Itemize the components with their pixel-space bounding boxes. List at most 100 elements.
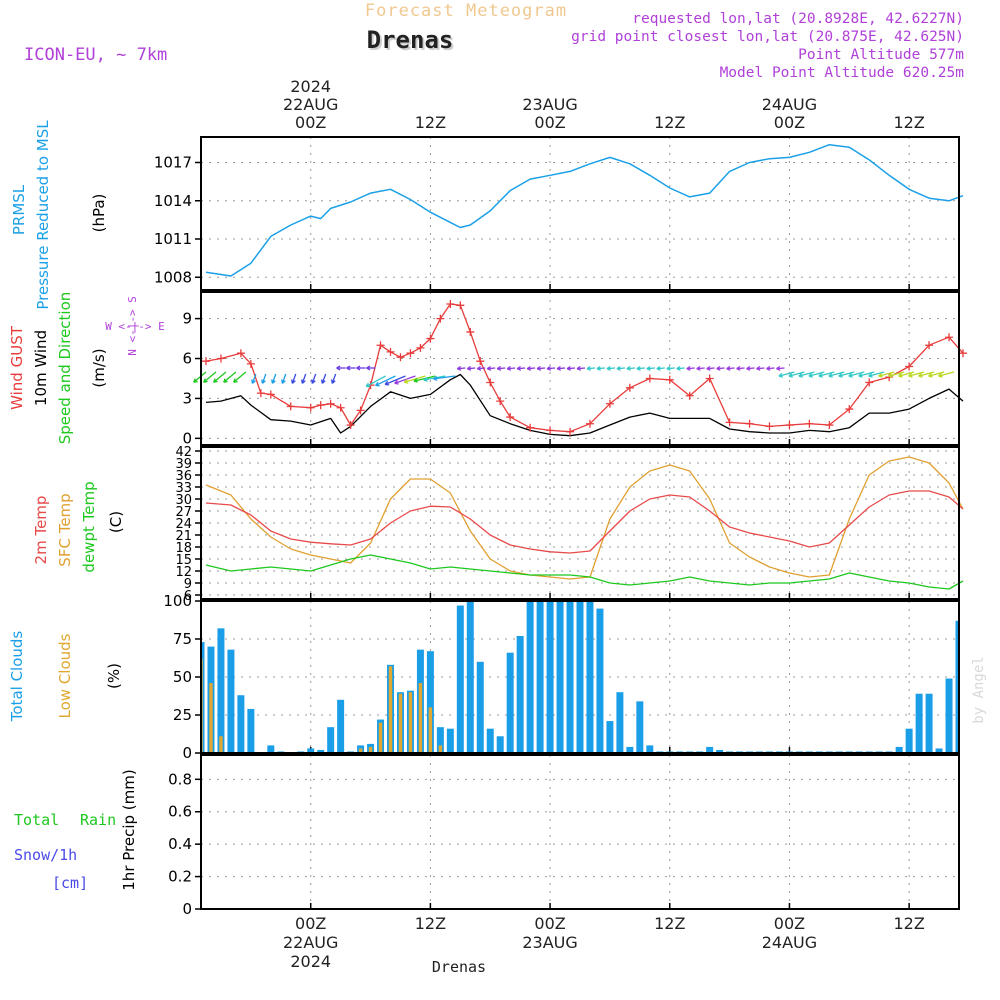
- wind-arrow: [331, 373, 337, 384]
- wind-arrow-head: [336, 365, 341, 371]
- pressure-ytick-label: 1011: [154, 230, 192, 248]
- wind-arrow: [808, 371, 825, 377]
- gust-marker: [386, 347, 395, 356]
- gust-marker: [605, 399, 614, 408]
- panel-frames: [200, 136, 960, 910]
- pressure-ytick-label: 1008: [154, 268, 192, 286]
- wind-panel-labels: Wind GUST 10m Wind Speed and Direction (…: [8, 292, 165, 445]
- gust-marker: [625, 383, 634, 392]
- gust-marker: [466, 327, 475, 336]
- gust-marker: [286, 402, 295, 411]
- wind-arrow-head: [808, 372, 813, 378]
- wind-arrow: [291, 373, 297, 384]
- low-cloud-bar: [428, 707, 433, 753]
- bottom-hour-label: 12Z: [415, 914, 446, 933]
- t2m-line: [205, 490, 964, 554]
- wind-arrow: [433, 375, 456, 380]
- wind-arrow-head: [828, 372, 833, 378]
- wind-arrow-head: [818, 372, 823, 378]
- wind-arrow-head: [636, 365, 641, 371]
- gust-marker: [456, 301, 465, 310]
- bottom-day-label: 22AUG: [283, 933, 338, 952]
- low-clouds-label: Low Clouds: [56, 633, 74, 718]
- gust-marker: [785, 421, 794, 430]
- pressure-ytick-label: 1014: [154, 192, 192, 210]
- temperature-ytick-label: 33: [175, 481, 192, 496]
- wind-arrow-head: [526, 365, 532, 371]
- total-cloud-bar: [566, 601, 574, 753]
- wind-arrow-head: [456, 365, 462, 371]
- wind-compass-ns: N <-|-> S: [126, 296, 139, 356]
- wind-unit: (m/s): [90, 348, 108, 387]
- wind-ytick-label: 3: [182, 389, 192, 407]
- total-label: Total: [14, 811, 59, 829]
- wind-arrow-head: [566, 365, 571, 371]
- wind-ytick-label: 0: [182, 429, 192, 447]
- wind-arrow-head: [868, 372, 873, 378]
- wind-arrow-head: [233, 378, 238, 383]
- total-cloud-bar: [895, 746, 903, 753]
- wind-arrow-head: [536, 365, 542, 371]
- wind-arrow-head: [213, 378, 218, 383]
- gust-marker: [436, 314, 445, 323]
- model-label: ICON-EU, ~ 7km: [24, 45, 167, 65]
- total-cloud-bar: [436, 727, 444, 753]
- wind-arrow: [908, 371, 925, 377]
- gust-marker: [336, 403, 345, 412]
- total-cloud-bar: [466, 601, 474, 753]
- wind-arrow: [281, 373, 287, 384]
- pressure-series: [205, 143, 964, 277]
- precip-ytick-label: 0.2: [168, 868, 192, 886]
- low-cloud-bar: [418, 683, 423, 753]
- wind-series: [201, 299, 967, 437]
- wind-arrow-head: [858, 372, 863, 378]
- wind-arrow: [798, 371, 815, 377]
- wind-arrow-head: [788, 372, 793, 378]
- wind-arrow: [928, 371, 945, 377]
- wind-arrow: [203, 371, 217, 383]
- wind-arrow-head: [606, 365, 611, 371]
- wind-arrow-head: [938, 372, 943, 378]
- total-cloud-bar: [576, 601, 584, 753]
- top-year-label: 2024: [290, 77, 331, 96]
- bottom-time-axis: 00Z 12Z 00Z 12Z 00Z 12Z 22AUG 23AUG 24AUG 2024: [283, 914, 925, 971]
- wind-10m-label: 10m Wind: [32, 330, 50, 406]
- model-point-altitude: Model Point Altitude 620.25m: [720, 65, 965, 81]
- gust-marker: [765, 422, 774, 431]
- wind-arrow: [251, 373, 257, 384]
- bottom-hour-label: 00Z: [534, 914, 565, 933]
- wind-arrow: [778, 371, 795, 377]
- wind-arrow-head: [586, 365, 591, 371]
- dewpt-line: [205, 554, 964, 590]
- total-cloud-bar: [905, 728, 913, 753]
- gust-marker: [566, 427, 575, 436]
- temperature-ytick-label: 30: [175, 493, 192, 508]
- top-hour-label: 12Z: [654, 113, 685, 132]
- temperature-unit: (C): [107, 511, 125, 533]
- gust-marker: [266, 390, 275, 399]
- total-cloud-bar: [586, 601, 594, 753]
- rain-label: Rain: [80, 811, 116, 829]
- wind-arrow-head: [346, 365, 351, 371]
- total-cloud-bar: [626, 746, 634, 753]
- gust-marker: [376, 341, 385, 350]
- wind-arrow-head: [928, 372, 933, 378]
- wind-arrow-head: [766, 365, 771, 371]
- wind-arrow-head: [706, 365, 711, 371]
- wind-arrow-head: [546, 365, 552, 371]
- gust-marker: [246, 359, 255, 368]
- precip-ytick-label: 0: [182, 900, 192, 918]
- gust-marker: [396, 353, 405, 362]
- gust-marker: [356, 406, 365, 415]
- total-clouds-label: Total Clouds: [8, 631, 26, 723]
- wind-arrow: [838, 371, 855, 377]
- gust-marker: [406, 349, 415, 358]
- wind-arrow-head: [251, 379, 256, 384]
- total-cloud-bar: [201, 642, 205, 753]
- wind-arrow-head: [423, 376, 428, 382]
- wind-arrow-head: [676, 365, 681, 371]
- bottom-hour-label: 12Z: [893, 914, 924, 933]
- gust-marker: [925, 341, 934, 350]
- wind-arrow: [223, 371, 237, 383]
